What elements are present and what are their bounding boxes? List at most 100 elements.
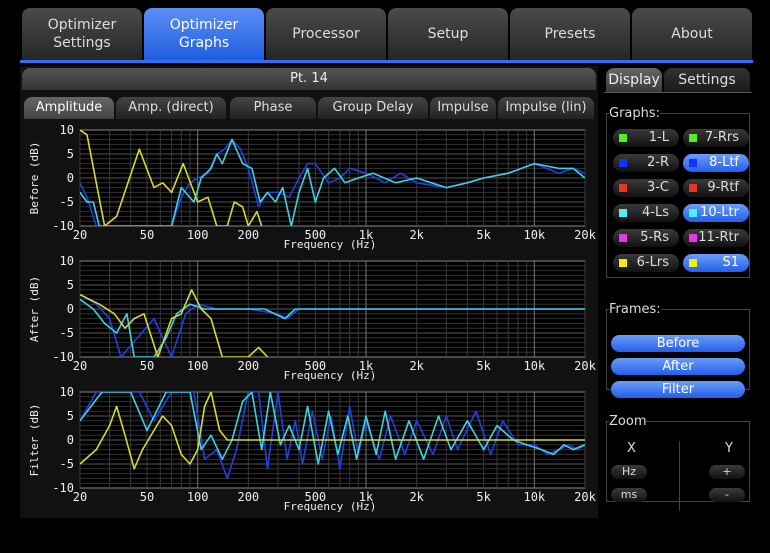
graph-toggle-7-rrs[interactable]: 7-Rrs	[683, 129, 749, 147]
graph-toggle-11-rtr[interactable]: 11-Rtr	[683, 229, 749, 247]
x-axis-label: Frequency (Hz)	[284, 238, 377, 251]
zoom-x-hz-button[interactable]: Hz	[611, 465, 647, 479]
frames-label: Frames:	[609, 302, 661, 317]
frame-before-button[interactable]: Before	[611, 335, 745, 352]
y-tick-label: -5	[60, 326, 74, 340]
graph-toggle-label: 4-Ls	[642, 205, 669, 220]
side-tab-settings[interactable]: Settings	[664, 68, 750, 92]
x-tick-label: 2k	[409, 228, 424, 242]
graph-toggle-10-ltr[interactable]: 10-Ltr	[683, 204, 749, 222]
subtab-impulse[interactable]: Impulse	[430, 97, 496, 119]
zoom-x-label: X	[627, 441, 636, 456]
color-swatch-icon	[689, 234, 697, 242]
x-axis-label: Frequency (Hz)	[284, 500, 377, 513]
y-tick-label: -10	[52, 481, 74, 495]
zoom-y-out-button[interactable]: -	[709, 488, 745, 502]
x-tick-label: 500	[304, 228, 326, 242]
y-tick-label: 10	[60, 254, 74, 268]
color-swatch-icon	[619, 259, 627, 267]
color-swatch-icon	[689, 209, 697, 217]
x-tick-label: 10k	[523, 228, 545, 242]
graph-toggle-label: 10-Ltr	[700, 205, 739, 220]
y-tick-label: 10	[60, 123, 74, 137]
graph-toggle-4-ls[interactable]: 4-Ls	[613, 204, 679, 222]
zoom-y-in-button[interactable]: +	[709, 465, 745, 479]
subtab-impulse-lin[interactable]: Impulse (lin)	[498, 97, 594, 119]
subtab-amp-direct[interactable]: Amp. (direct)	[116, 97, 226, 119]
color-swatch-icon	[619, 184, 627, 192]
series-line-1	[80, 392, 585, 465]
y-tick-label: 0	[67, 302, 74, 316]
subtab-group-delay[interactable]: Group Delay	[318, 97, 428, 119]
graph-toggle-label: 9-Rtf	[707, 180, 739, 195]
x-tick-label: 50	[140, 359, 154, 373]
x-tick-label: 500	[304, 490, 326, 504]
graph-toggle-label: 11-Rtr	[698, 230, 739, 245]
graph-toggle-1-l[interactable]: 1-L	[613, 129, 679, 147]
subtab-phase[interactable]: Phase	[230, 97, 316, 119]
zoom-divider	[679, 441, 680, 511]
x-tick-label: 20k	[574, 359, 596, 373]
tab-about[interactable]: About	[632, 8, 752, 60]
zoom-label: Zoom	[609, 414, 647, 429]
y-tick-label: -10	[52, 350, 74, 364]
tab-optimizer-graphs[interactable]: Optimizer Graphs	[144, 8, 264, 60]
graph-toggle-3-c[interactable]: 3-C	[613, 179, 679, 197]
color-swatch-icon	[689, 184, 697, 192]
y-tick-label: -5	[60, 457, 74, 471]
color-swatch-icon	[689, 259, 697, 267]
amplitude-plots[interactable]: 20 50 100 200 500 1k 2k 5k 10k 20k1050-5-10Freque…	[20, 66, 598, 518]
x-tick-label: 20k	[574, 228, 596, 242]
graph-toggle-label: 2-R	[647, 155, 669, 170]
x-tick-label: 10k	[523, 359, 545, 373]
x-tick-label: 1k	[359, 228, 374, 242]
series-line-0	[80, 293, 585, 357]
y-axis-label: After (dB)	[28, 276, 41, 342]
frames-group: Frames: Before After Filter	[606, 302, 750, 398]
color-swatch-icon	[689, 134, 697, 142]
x-tick-label: 200	[237, 228, 259, 242]
tab-processor[interactable]: Processor	[266, 8, 386, 60]
x-tick-label: 500	[304, 359, 326, 373]
side-tab-divider	[604, 92, 752, 93]
graph-toggle-8-ltf[interactable]: 8-Ltf	[683, 154, 749, 172]
x-tick-label: 5k	[476, 490, 491, 504]
graph-toggle-6-lrs[interactable]: 6-Lrs	[613, 254, 679, 272]
tab-presets[interactable]: Presets	[510, 8, 630, 60]
zoom-x-ms-button[interactable]: ms	[611, 488, 647, 502]
subtab-amplitude[interactable]: Amplitude	[24, 97, 114, 119]
point-title: Pt. 14	[22, 68, 596, 90]
x-tick-label: 200	[237, 359, 259, 373]
graph-toggle-2-r[interactable]: 2-R	[613, 154, 679, 172]
y-tick-label: 10	[60, 385, 74, 399]
series-line-2	[80, 289, 269, 357]
tab-optimizer-settings[interactable]: Optimizer Settings	[22, 8, 142, 60]
tab-setup[interactable]: Setup	[388, 8, 508, 60]
y-axis-label: Before (dB)	[28, 142, 41, 215]
frame-filter-button[interactable]: Filter	[611, 381, 745, 398]
color-swatch-icon	[619, 234, 627, 242]
y-tick-label: 0	[67, 171, 74, 185]
graph-panel: Pt. 14 Amplitude Amp. (direct) Phase Group …	[20, 66, 598, 518]
side-tab-display[interactable]: Display	[606, 68, 662, 92]
x-tick-label: 5k	[476, 228, 491, 242]
x-tick-label: 2k	[409, 359, 424, 373]
graph-toggle-s1[interactable]: S1	[683, 254, 749, 272]
graph-toggle-9-rtf[interactable]: 9-Rtf	[683, 179, 749, 197]
series-line-2	[80, 392, 585, 470]
x-tick-label: 1k	[359, 359, 374, 373]
x-axis-label: Frequency (Hz)	[284, 369, 377, 382]
x-tick-label: 1k	[359, 490, 374, 504]
graph-toggle-5-rs[interactable]: 5-Rs	[613, 229, 679, 247]
color-swatch-icon	[619, 134, 627, 142]
color-swatch-icon	[689, 159, 697, 167]
graph-toggle-label: 6-Lrs	[636, 255, 669, 270]
x-tick-label: 100	[187, 490, 209, 504]
frame-after-button[interactable]: After	[611, 358, 745, 375]
graphs-label: Graphs:	[609, 106, 661, 121]
x-tick-label: 100	[187, 228, 209, 242]
y-axis-label: Filter (dB)	[28, 404, 41, 477]
graph-toggle-label: 5-Rs	[640, 230, 669, 245]
x-tick-label: 20	[73, 490, 87, 504]
x-tick-label: 200	[237, 490, 259, 504]
